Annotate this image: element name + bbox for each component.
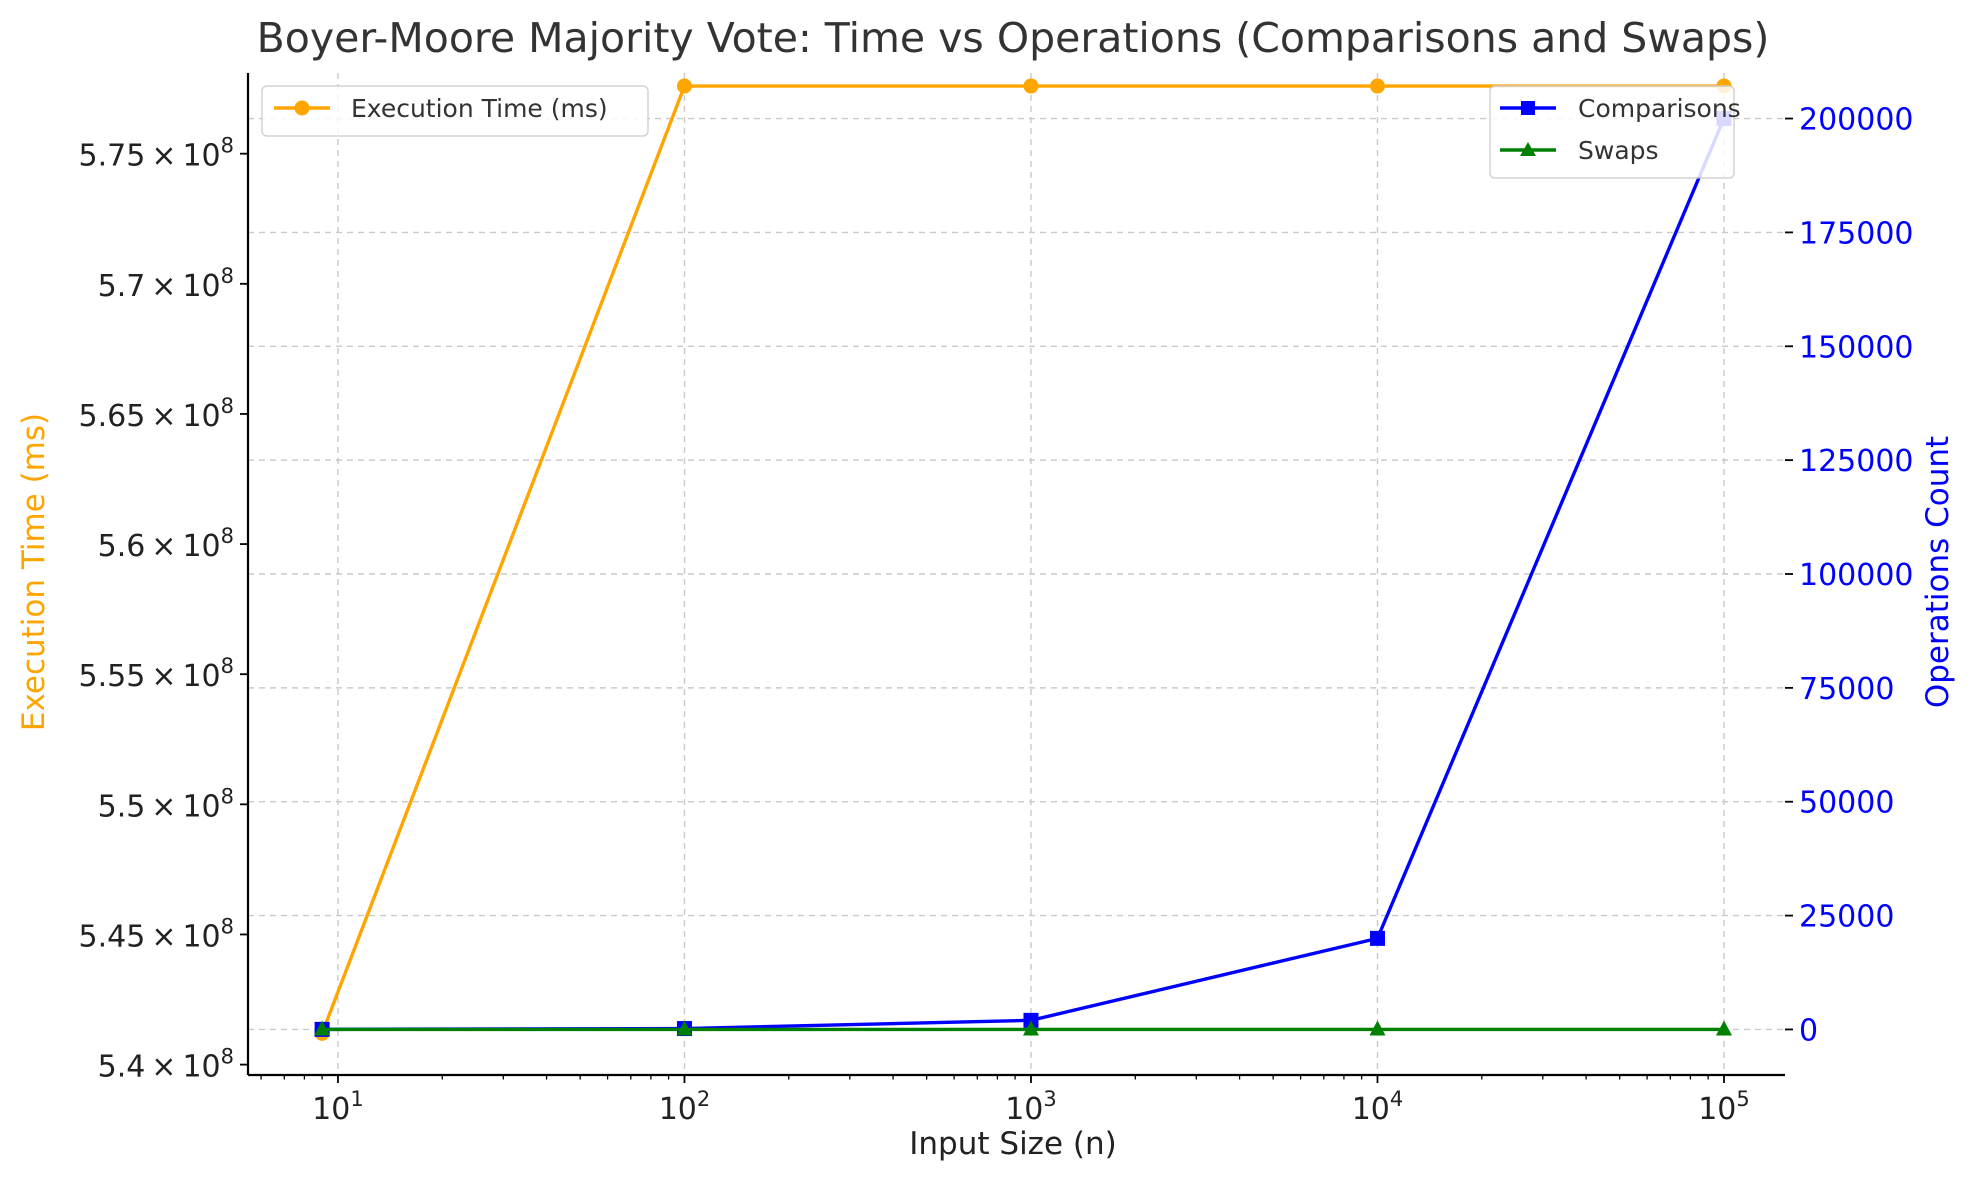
legend-label-time: Execution Time (ms) <box>351 94 608 123</box>
y-right-tick-label: 175000 <box>1799 216 1914 251</box>
y-left-tick-label: 5.65 × 108 <box>79 394 234 434</box>
chart-title: Boyer-Moore Majority Vote: Time vs Opera… <box>257 14 1770 62</box>
x-tick-label: 101 <box>312 1087 364 1127</box>
y-left-tick-label: 5.55 × 108 <box>79 654 234 694</box>
legend-marker-time <box>294 100 310 116</box>
y-right-tick-label: 100000 <box>1799 558 1914 593</box>
y-right-tick-label: 150000 <box>1799 330 1914 365</box>
y-left-tick-label: 5.6 × 108 <box>98 524 234 564</box>
legend-right: Comparisons Swaps <box>1489 85 1741 179</box>
series-line-execution-time-ms <box>320 84 1724 1034</box>
y-right-axis-label: Operations Count <box>1920 436 1956 708</box>
y-right-tick-label: 200000 <box>1799 103 1914 138</box>
legend-marker-swaps <box>1520 142 1536 156</box>
y-left-tick-label: 5.7 × 108 <box>98 264 234 304</box>
data-point-swaps <box>1369 1020 1386 1036</box>
data-point-execution-time-ms <box>676 78 692 94</box>
x-tick-label: 102 <box>659 1087 711 1127</box>
y-right-tick-label: 75000 <box>1799 672 1894 707</box>
y-right-tick-label: 125000 <box>1799 444 1914 479</box>
y-right-tick-label: 25000 <box>1799 900 1894 935</box>
y-left-tick-label: 5.45 × 108 <box>79 914 234 954</box>
legend-marker-comparisons <box>1521 101 1535 115</box>
axes <box>240 73 1793 1083</box>
data-point-swaps <box>1022 1020 1039 1036</box>
y-left-axis-label: Execution Time (ms) <box>16 413 52 731</box>
x-tick-label: 104 <box>1352 1087 1404 1127</box>
y-left-tick-label: 5.5 × 108 <box>98 784 234 824</box>
legend-left-box <box>261 85 649 137</box>
y-right-tick-label: 50000 <box>1799 786 1894 821</box>
data-point-swaps <box>676 1020 693 1036</box>
x-tick-label: 103 <box>1005 1087 1057 1127</box>
y-left-tick-label: 5.75 × 108 <box>79 134 234 174</box>
data-point-swaps <box>314 1020 331 1036</box>
y-left-tick-label: 5.4 × 108 <box>98 1045 234 1085</box>
tick-labels: 101 102 103 104 105 5.4 × 108 5.45 × 108 5.5 × … <box>79 103 1914 1127</box>
data-point-comparisons <box>1369 930 1385 946</box>
y-right-tick-label: 0 <box>1799 1013 1818 1048</box>
x-axis-label: Input Size (n) <box>909 1126 1116 1162</box>
legend-label-comparisons: Comparisons <box>1578 94 1741 123</box>
legend-left: Execution Time (ms) <box>261 85 649 137</box>
data-point-swaps <box>1715 1020 1732 1036</box>
grid <box>248 73 1785 1075</box>
series <box>314 78 1732 1041</box>
legend-label-swaps: Swaps <box>1578 136 1659 165</box>
data-point-execution-time-ms <box>1023 78 1039 94</box>
x-tick-label: 105 <box>1698 1087 1750 1127</box>
data-point-execution-time-ms <box>1369 78 1385 94</box>
data-point-comparisons <box>1023 1012 1039 1028</box>
